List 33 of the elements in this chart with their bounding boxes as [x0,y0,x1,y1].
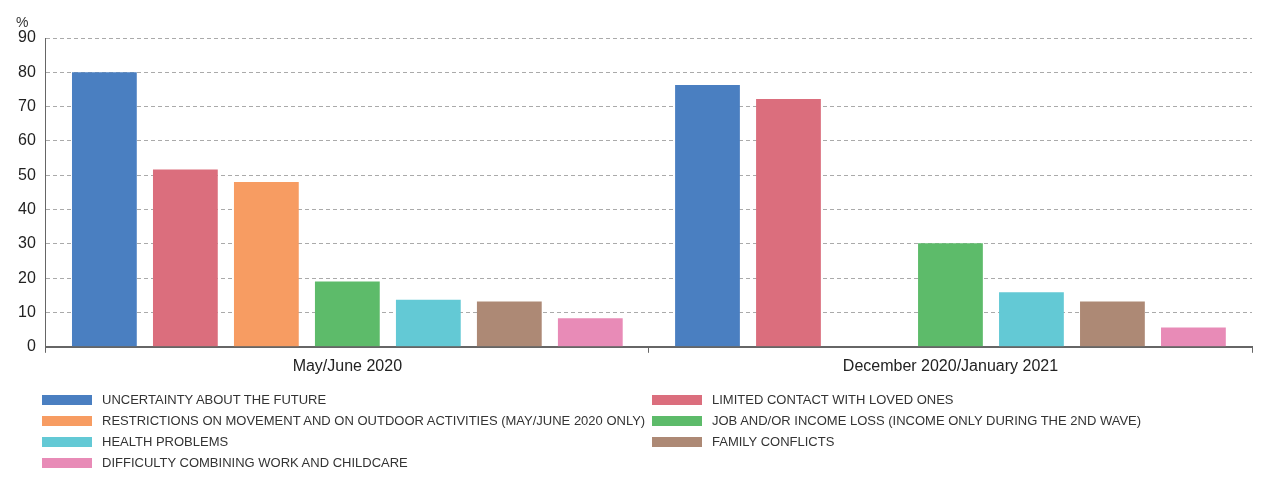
bar [1080,301,1145,347]
y-tick-label: 30 [18,234,36,252]
legend-label: LIMITED CONTACT WITH LOVED ONES [712,392,954,407]
y-tick-label: 70 [18,97,36,115]
bar [1161,327,1226,347]
legend-label: HEALTH PROBLEMS [102,434,229,449]
bar [557,318,623,347]
bar [395,299,461,347]
y-tick-label: 60 [18,131,36,149]
legend-label: DIFFICULTY COMBINING WORK AND CHILDCARE [102,455,408,470]
x-tick-label: December 2020/January 2021 [842,356,1059,374]
bar [152,169,218,347]
y-tick-label: 20 [18,268,36,286]
bar [756,99,821,347]
bar [314,281,380,347]
legend-label: UNCERTAINTY ABOUT THE FUTURE [102,392,327,407]
bar [999,292,1064,347]
y-tick-label: 90 [18,28,36,46]
bar [675,85,740,347]
y-tick-label: 10 [18,302,36,320]
y-tick-label: 0 [26,337,36,355]
legend-label: RESTRICTIONS ON MOVEMENT AND ON OUTDOOR ACTIVITIES (MAY/JUNE 2020 ONLY) [102,413,646,428]
y-tick-label: 80 [18,62,36,80]
bar [918,243,983,347]
bar [233,182,299,347]
legend-label: FAMILY CONFLICTS [712,434,835,449]
x-tick-label: May/June 2020 [292,356,403,374]
legend-label: JOB AND/OR INCOME LOSS (INCOME ONLY DURING THE 2ND WAVE) [712,413,1142,428]
bar [476,301,542,347]
y-tick-label: 40 [18,199,36,217]
y-tick-label: 50 [18,165,36,183]
bar [71,72,137,347]
y-axis-title: % [16,13,29,30]
